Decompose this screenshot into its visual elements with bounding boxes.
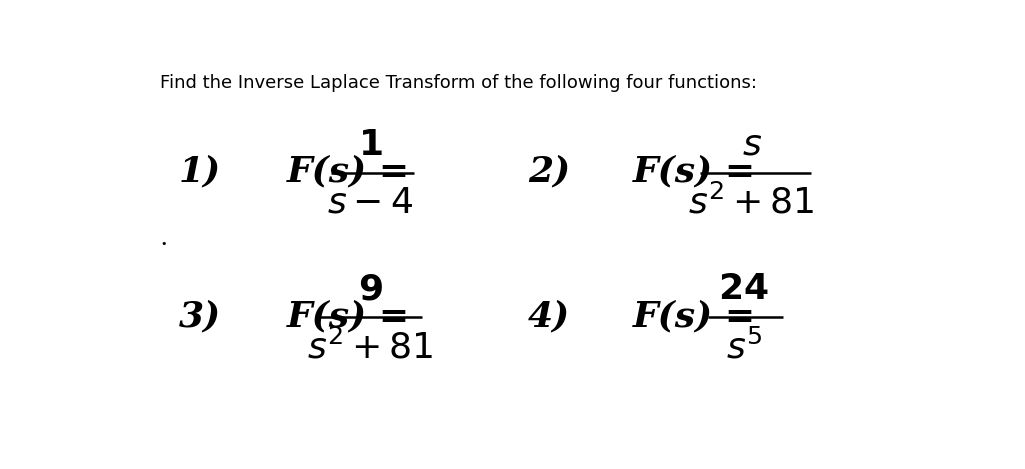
Text: •: • xyxy=(160,239,166,249)
Text: F(s) =: F(s) = xyxy=(287,299,410,333)
Text: 4): 4) xyxy=(528,299,570,333)
Text: 2): 2) xyxy=(528,155,570,189)
Text: $\mathbf{9}$: $\mathbf{9}$ xyxy=(358,272,383,306)
Text: $\mathit{s}$: $\mathit{s}$ xyxy=(742,128,762,162)
Text: $\mathbf{1}$: $\mathbf{1}$ xyxy=(358,128,382,162)
Text: $\mathit{s}^{2}+81$: $\mathit{s}^{2}+81$ xyxy=(308,329,434,365)
Text: $\mathbf{24}$: $\mathbf{24}$ xyxy=(719,272,769,306)
Text: $\mathit{s}^{2}+81$: $\mathit{s}^{2}+81$ xyxy=(689,184,815,220)
Text: F(s) =: F(s) = xyxy=(632,299,755,333)
Text: $\mathit{s}-4$: $\mathit{s}-4$ xyxy=(327,186,413,219)
Text: 3): 3) xyxy=(178,299,220,333)
Text: F(s) =: F(s) = xyxy=(632,155,755,189)
Text: F(s) =: F(s) = xyxy=(287,155,410,189)
Text: Find the Inverse Laplace Transform of the following four functions:: Find the Inverse Laplace Transform of th… xyxy=(160,75,756,92)
Text: $\mathit{s}^{5}$: $\mathit{s}^{5}$ xyxy=(726,329,762,365)
Text: 1): 1) xyxy=(178,155,220,189)
